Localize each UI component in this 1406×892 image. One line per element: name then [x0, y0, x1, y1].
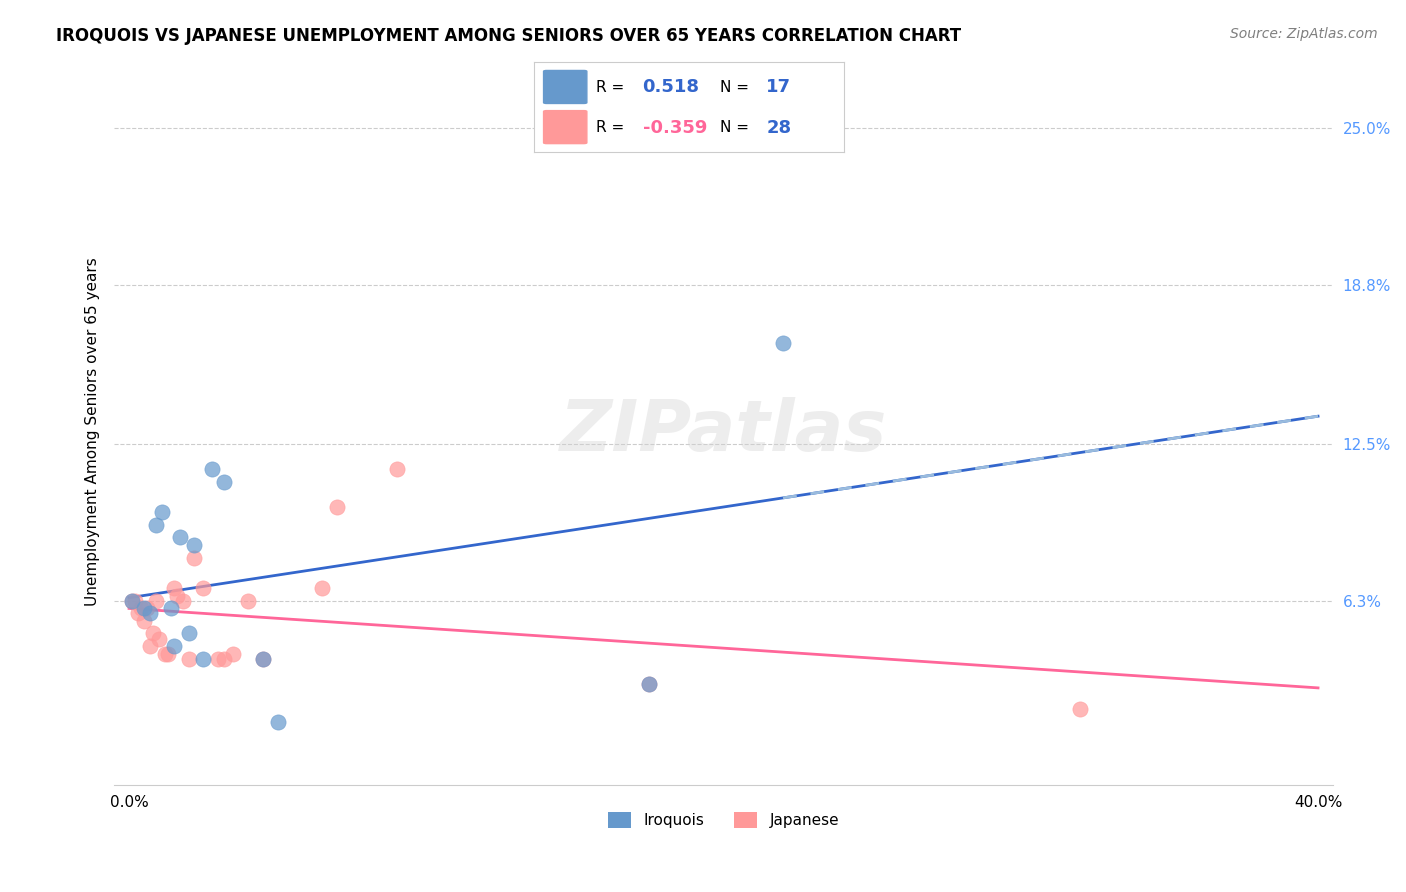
Point — [222, 647, 245, 661]
Point — [159, 601, 181, 615]
Point — [135, 601, 157, 615]
Point — [183, 538, 205, 552]
FancyBboxPatch shape — [544, 111, 586, 144]
Point — [177, 651, 200, 665]
Point — [201, 462, 224, 476]
Point — [139, 639, 162, 653]
Point — [638, 677, 661, 691]
Text: 17: 17 — [766, 78, 792, 96]
Point — [162, 639, 184, 653]
Text: -0.359: -0.359 — [643, 119, 707, 136]
Point — [236, 593, 259, 607]
Point — [772, 335, 794, 350]
Point — [169, 530, 191, 544]
Legend: Iroquois, Japanese: Iroquois, Japanese — [602, 805, 845, 834]
Point — [638, 677, 661, 691]
Point — [142, 626, 165, 640]
Text: N =: N = — [720, 80, 749, 95]
Point — [150, 505, 173, 519]
Point — [145, 593, 167, 607]
Point — [121, 593, 143, 607]
Point — [162, 581, 184, 595]
Point — [311, 581, 333, 595]
Point — [124, 593, 146, 607]
Point — [166, 589, 188, 603]
Point — [121, 593, 143, 607]
FancyBboxPatch shape — [544, 70, 586, 103]
Point — [139, 606, 162, 620]
Text: R =: R = — [596, 80, 624, 95]
Point — [252, 651, 274, 665]
Point — [145, 517, 167, 532]
Point — [385, 462, 408, 476]
Point — [153, 647, 176, 661]
Text: N =: N = — [720, 120, 749, 135]
Point — [212, 475, 235, 489]
Y-axis label: Unemployment Among Seniors over 65 years: Unemployment Among Seniors over 65 years — [86, 257, 100, 606]
Text: Source: ZipAtlas.com: Source: ZipAtlas.com — [1230, 27, 1378, 41]
Point — [326, 500, 349, 514]
Point — [207, 651, 229, 665]
Point — [252, 651, 274, 665]
Point — [1069, 702, 1091, 716]
Point — [266, 714, 288, 729]
Point — [177, 626, 200, 640]
Point — [132, 601, 155, 615]
Point — [172, 593, 194, 607]
Text: ZIPatlas: ZIPatlas — [560, 397, 887, 466]
Text: IROQUOIS VS JAPANESE UNEMPLOYMENT AMONG SENIORS OVER 65 YEARS CORRELATION CHART: IROQUOIS VS JAPANESE UNEMPLOYMENT AMONG … — [56, 27, 962, 45]
Point — [183, 550, 205, 565]
Point — [212, 651, 235, 665]
Point — [132, 614, 155, 628]
Point — [193, 651, 215, 665]
Point — [193, 581, 215, 595]
Text: 0.518: 0.518 — [643, 78, 700, 96]
Point — [127, 606, 149, 620]
Text: R =: R = — [596, 120, 624, 135]
Point — [156, 647, 179, 661]
Text: 28: 28 — [766, 119, 792, 136]
Point — [129, 601, 152, 615]
Point — [148, 632, 170, 646]
